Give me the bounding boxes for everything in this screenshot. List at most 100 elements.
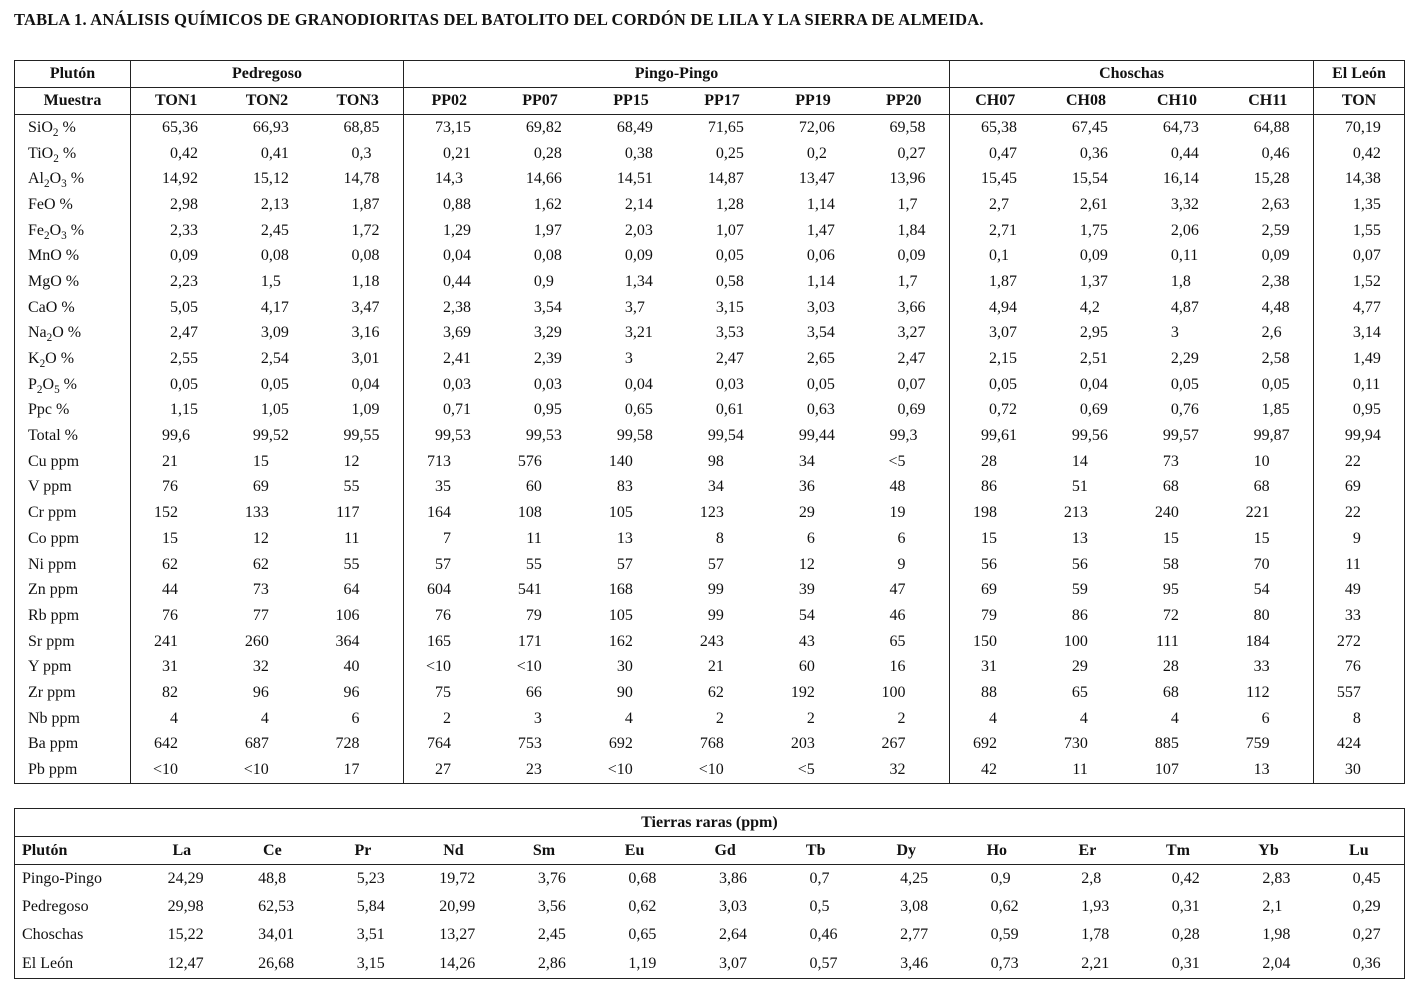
row-label: Sr ppm [28, 632, 75, 650]
pluton-column-header: Plutón [14, 836, 137, 865]
value-cell: 0,46 [809, 926, 838, 944]
value-cell: 0,36 [1079, 144, 1108, 162]
sample-header: TON2 [221, 87, 313, 115]
value-cell: 123 [699, 504, 724, 522]
value-cell: 3,51 [356, 926, 385, 944]
value-cell: 2,65 [806, 350, 835, 368]
value-cell: 31 [949, 654, 1041, 681]
row-label: K2O % [28, 350, 75, 371]
value-cell: 3,54 [806, 324, 835, 342]
analysis-row: Zn ppm 44 73 64 604 541 168 99 39 47 69 59 95 54 49 [15, 577, 1405, 604]
value-cell: 2,58 [1261, 350, 1290, 368]
value-cell: 0,09 [130, 243, 222, 270]
value-cell: 687 [244, 735, 269, 753]
value-cell: 0,9 [990, 870, 1011, 888]
value-cell: 56 [949, 551, 1041, 578]
row-label: Fe2O3 % [28, 221, 85, 242]
value-cell: 4,48 [1261, 298, 1290, 316]
value-cell: 4,17 [260, 298, 289, 316]
value-cell: 16 [889, 658, 906, 676]
value-cell: 86 [1071, 606, 1088, 624]
sample-header: TON1 [130, 87, 222, 115]
value-cell: 1,52 [1313, 269, 1405, 295]
element-header: La [136, 836, 228, 865]
row-label: Na2O % [28, 324, 82, 345]
value-cell: 1,15 [130, 397, 222, 424]
value-cell: 99,52 [252, 427, 289, 445]
value-cell: 59 [1071, 581, 1088, 599]
element-header: Sm [498, 836, 590, 865]
value-cell: 1,7 [897, 195, 918, 213]
value-cell: 713 [403, 448, 495, 475]
value-cell: 364 [335, 632, 360, 650]
value-cell: 106 [335, 606, 360, 624]
value-cell: 604 [403, 577, 495, 604]
value-cell: 0,42 [130, 140, 222, 167]
value-cell: 0,09 [897, 247, 926, 265]
value-cell: 692 [949, 731, 1041, 758]
value-cell: 0,05 [260, 375, 289, 393]
element-header: Er [1042, 836, 1133, 865]
value-cell: 0,11 [1170, 247, 1199, 265]
value-cell: 72,06 [798, 118, 835, 136]
sample-header: PP15 [585, 87, 677, 115]
value-cell: 79 [949, 603, 1041, 629]
value-cell: 3 [624, 350, 633, 368]
row-label: Co ppm [28, 529, 80, 547]
value-cell: <10 [698, 761, 724, 779]
value-cell: 0,36 [1352, 954, 1381, 972]
value-cell: 1,93 [1081, 898, 1110, 916]
value-cell: 0,68 [628, 870, 657, 888]
value-cell: 4 [949, 705, 1041, 732]
value-cell: 2,64 [718, 926, 747, 944]
value-cell: 99,55 [343, 427, 380, 445]
value-cell: 2,7 [949, 192, 1041, 218]
group-header-el-le-n: El León [1313, 60, 1405, 88]
value-cell: 36 [798, 478, 815, 496]
value-cell: 57 [403, 551, 495, 578]
value-cell: 4 [260, 709, 269, 727]
value-cell: 0,09 [1079, 247, 1108, 265]
value-cell: 3,03 [806, 298, 835, 316]
value-cell: 2,1 [1262, 898, 1283, 916]
value-cell: 0,65 [628, 926, 657, 944]
value-cell: 68 [1162, 478, 1179, 496]
value-cell: 6 [806, 529, 815, 547]
value-cell: 0,07 [897, 375, 926, 393]
value-cell: 1,14 [806, 272, 835, 290]
value-cell: 557 [1313, 680, 1405, 706]
value-cell: 60 [525, 478, 542, 496]
value-cell: 0,88 [403, 192, 495, 218]
value-cell: 2,71 [949, 217, 1041, 244]
value-cell: 14,87 [707, 170, 744, 188]
value-cell: 2,98 [130, 192, 222, 218]
value-cell: 1,28 [715, 195, 744, 213]
value-cell: 54 [798, 606, 815, 624]
value-cell: 3,66 [897, 298, 926, 316]
value-cell: 2,45 [537, 926, 566, 944]
value-cell: 11 [526, 529, 542, 547]
value-cell: 26,68 [258, 954, 295, 972]
value-cell: 1,7 [897, 272, 918, 290]
chemical-analysis-table: Plutón Pedregoso Pingo-Pingo Choschas El Leó… [14, 60, 1406, 784]
value-cell: 8 [715, 529, 724, 547]
value-cell: 66 [525, 683, 542, 701]
value-cell: 68 [1162, 683, 1179, 701]
value-cell: 1,47 [806, 221, 835, 239]
value-cell: 11 [1313, 551, 1405, 578]
row-label: Pb ppm [28, 761, 78, 779]
value-cell: 192 [790, 683, 815, 701]
row-label: Zr ppm [28, 683, 76, 701]
value-cell: 0,08 [533, 247, 562, 265]
analysis-row: FeO % 2,98 2,13 1,87 0,88 1,62 2,14 1,28 1,14 1,7… [15, 192, 1405, 218]
value-cell: 68,49 [616, 118, 653, 136]
analysis-row: MgO % 2,23 1,5 1,18 0,44 0,9 1,34 0,58 1,14 1,7 1,… [15, 269, 1405, 295]
value-cell: 43 [798, 632, 815, 650]
rare-earth-table: Tierras raras (ppm) Plutón La Ce Pr Nd Sm Eu Gd T… [14, 808, 1405, 979]
value-cell: 3,08 [900, 898, 929, 916]
value-cell: 165 [403, 628, 495, 655]
value-cell: 3,15 [356, 954, 385, 972]
value-cell: 3,09 [260, 324, 289, 342]
value-cell: 72 [1162, 606, 1179, 624]
value-cell: 99,57 [1162, 427, 1199, 445]
